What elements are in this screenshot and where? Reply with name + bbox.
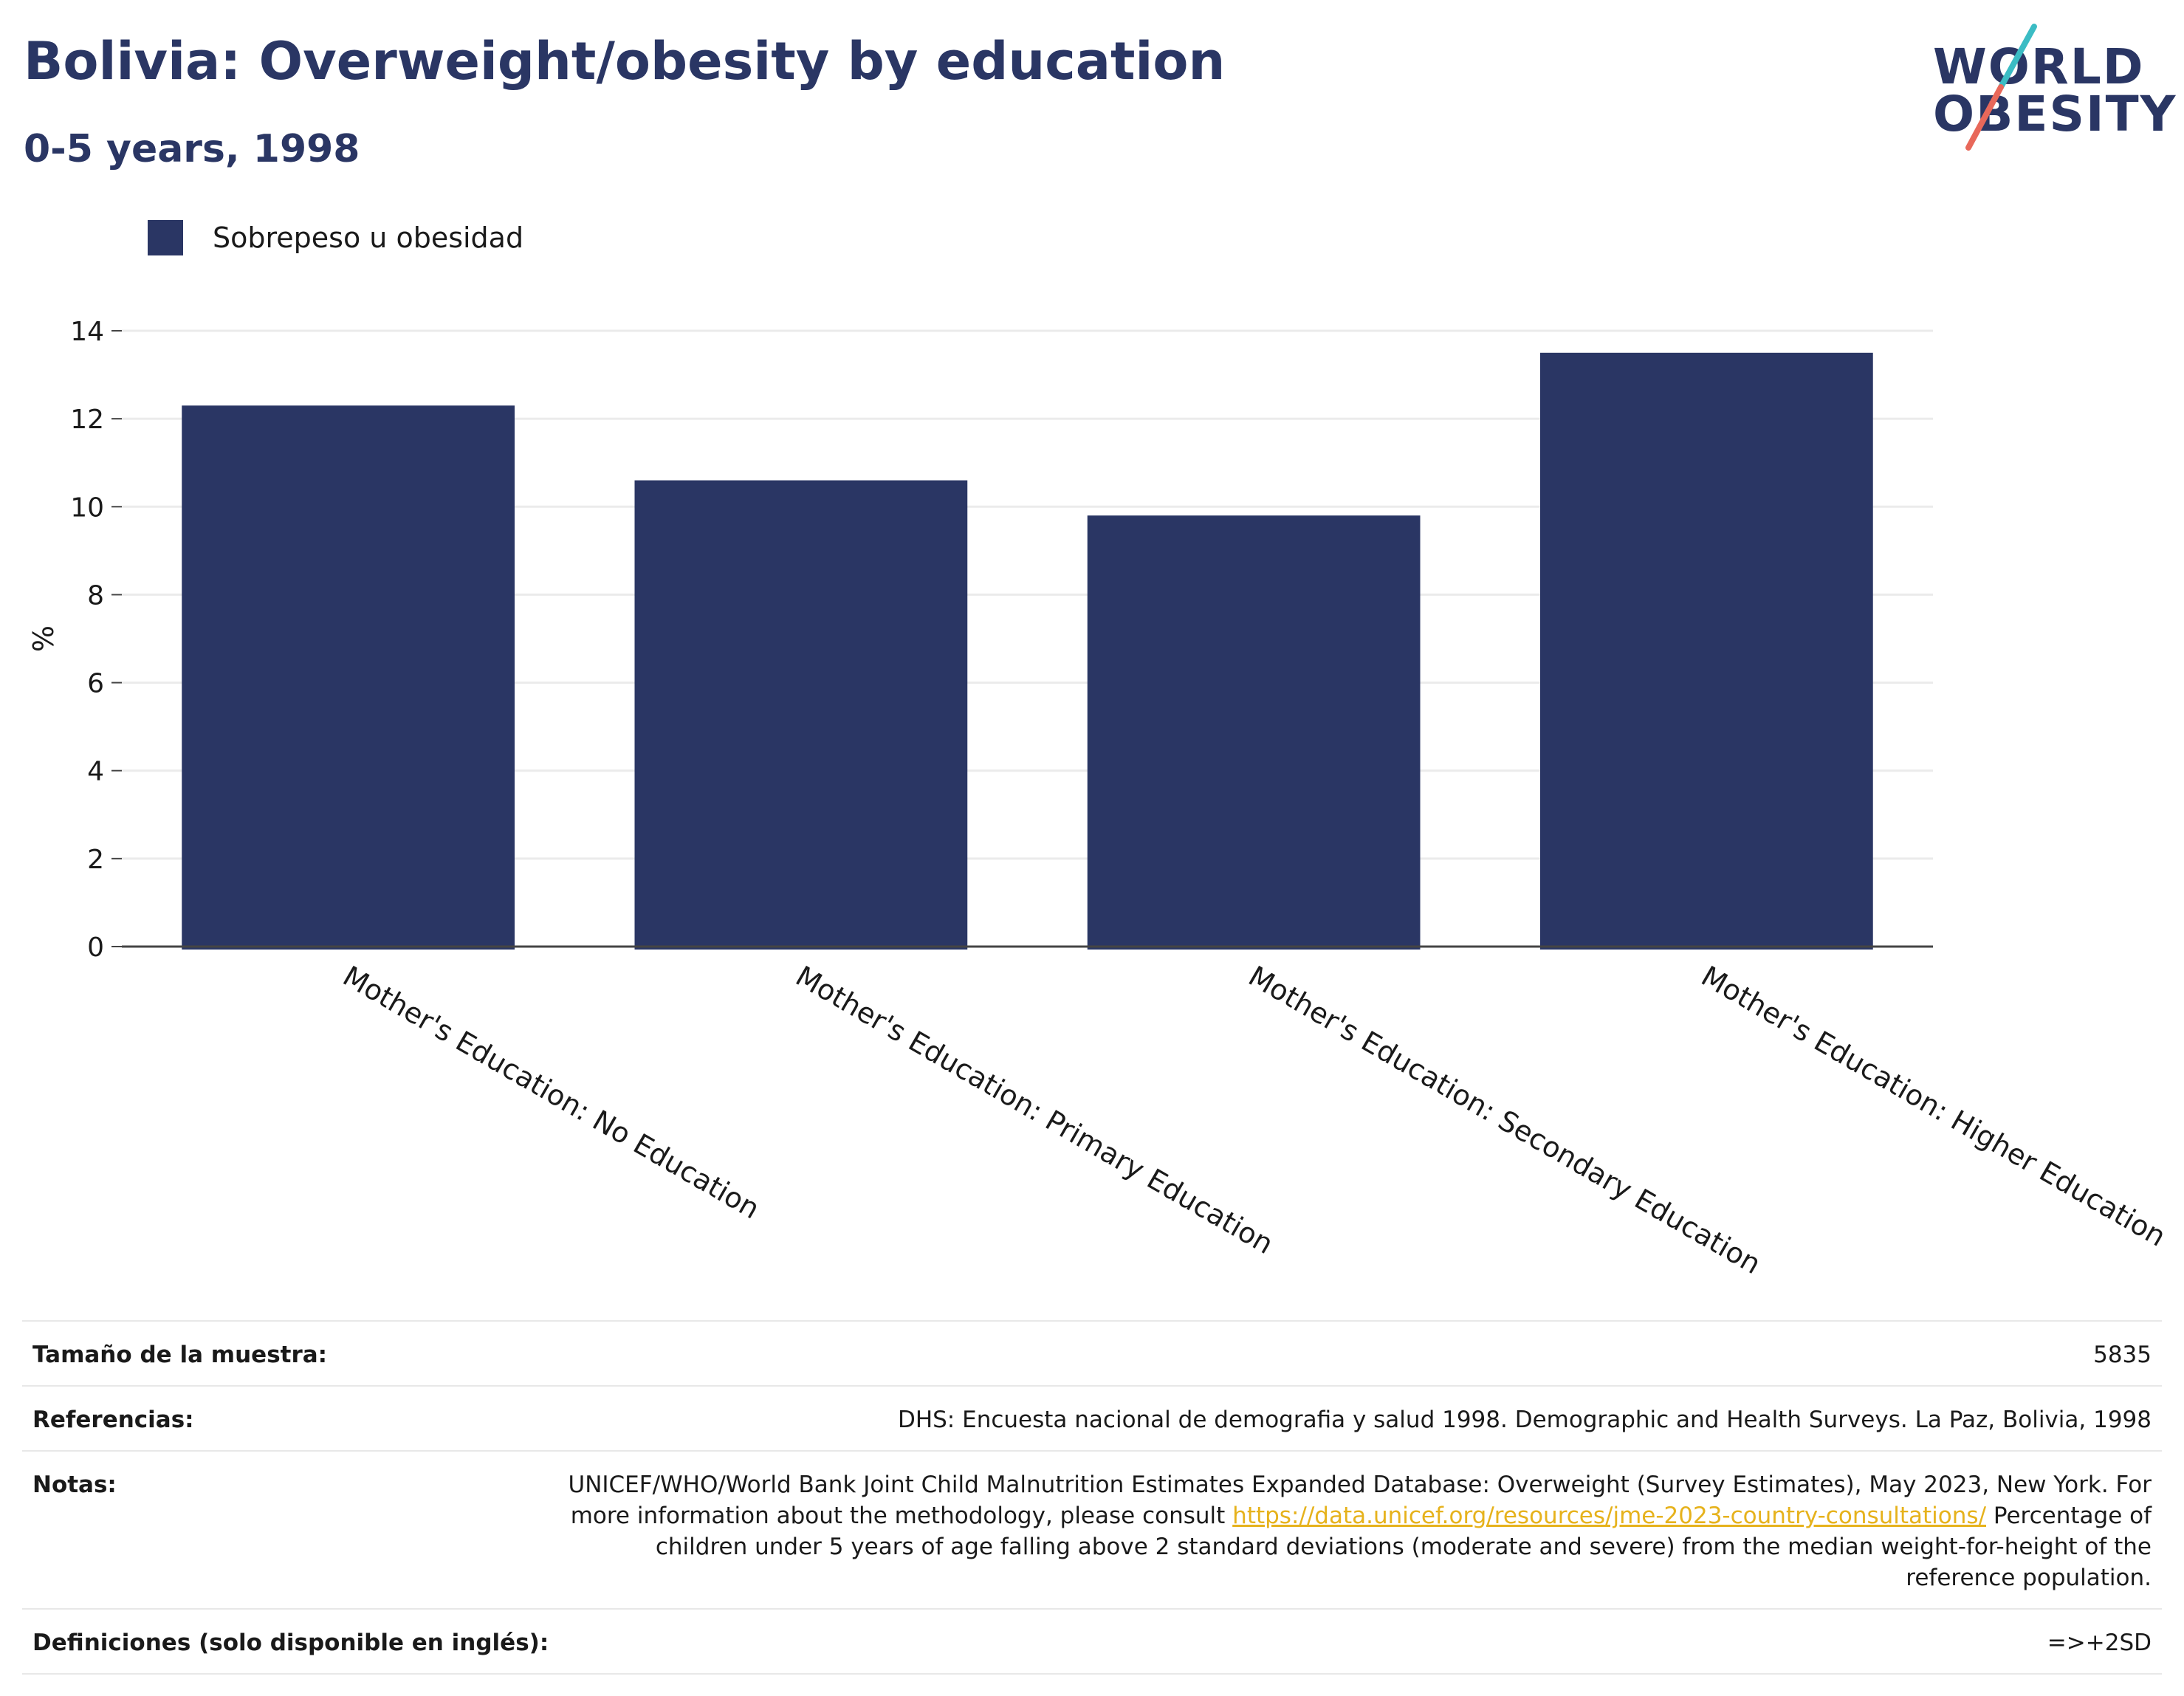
- logo-text-world: WORLD: [1933, 38, 2145, 95]
- notes-text: UNICEF/WHO/World Bank Joint Child Malnut…: [568, 1472, 2152, 1529]
- y-tick-label: 8: [87, 580, 104, 611]
- y-tick-label: 6: [87, 669, 104, 699]
- x-tick-label: Mother's Education: Higher Education: [1696, 960, 2171, 1253]
- methodology-link[interactable]: https://data.unicef.org/resources/jme-20…: [1232, 1503, 1987, 1529]
- y-tick-label: 14: [70, 317, 104, 347]
- x-axis-tick-labels: Mother's Education: No Education Mother's…: [337, 960, 2171, 1281]
- bars: [182, 352, 1873, 950]
- y-tick-label: 2: [87, 845, 104, 875]
- notes-value: UNICEF/WHO/World Bank Joint Child Malnut…: [564, 1469, 2152, 1593]
- references-value: DHS: Encuesta nacional de demografia y s…: [897, 1407, 2152, 1433]
- info-row-references: Referencias: DHS: Encuesta nacional de d…: [22, 1385, 2162, 1450]
- y-tick-label: 12: [70, 405, 104, 435]
- definitions-label: Definiciones (solo disponible en inglés)…: [32, 1630, 549, 1656]
- x-tick-label: Mother's Education: Secondary Education: [1243, 960, 1767, 1281]
- y-tick-label: 0: [87, 933, 104, 963]
- references-label: Referencias:: [32, 1407, 194, 1433]
- y-tick-label: 10: [70, 492, 104, 523]
- sample-size-label: Tamaño de la muestra:: [32, 1342, 328, 1368]
- notes-label: Notas:: [32, 1472, 117, 1498]
- bar: [182, 405, 515, 950]
- legend-label: Sobrepeso u obesidad: [213, 222, 524, 254]
- info-row-notes: Notas: UNICEF/WHO/World Bank Joint Child…: [22, 1450, 2162, 1608]
- x-tick-label: Mother's Education: No Education: [337, 960, 765, 1226]
- y-axis-label: %: [27, 625, 60, 652]
- bar: [1540, 352, 1873, 950]
- bar: [634, 480, 968, 950]
- y-tick-label: 4: [87, 757, 104, 787]
- sample-size-value: 5835: [2093, 1342, 2152, 1368]
- definitions-value: =>+2SD: [2047, 1630, 2152, 1656]
- chart-subtitle: 0-5 years, 1998: [24, 127, 360, 171]
- logo-slash-icon: [1965, 24, 2037, 151]
- chart-title: Bolivia: Overweight/obesity by education: [24, 31, 1226, 92]
- x-tick-label: Mother's Education: Primary Education: [790, 960, 1279, 1260]
- info-row-definitions: Definiciones (solo disponible en inglés)…: [22, 1608, 2162, 1675]
- world-obesity-logo: WORLD OBESITY: [1920, 21, 2175, 161]
- legend-swatch: [148, 220, 183, 255]
- y-axis-ticks: 0 2 4 6 8 10 12 14: [70, 317, 122, 963]
- info-table: Tamaño de la muestra: 5835 Referencias: …: [22, 1320, 2162, 1675]
- bar-chart: 0 2 4 6 8 10 12 14 % Mother's Education: No Edu…: [27, 317, 2171, 1281]
- bar: [1087, 515, 1421, 950]
- info-row-sample-size: Tamaño de la muestra: 5835: [22, 1320, 2162, 1385]
- notes-definition-text: Percentage of children under 5 years of …: [655, 1503, 2152, 1591]
